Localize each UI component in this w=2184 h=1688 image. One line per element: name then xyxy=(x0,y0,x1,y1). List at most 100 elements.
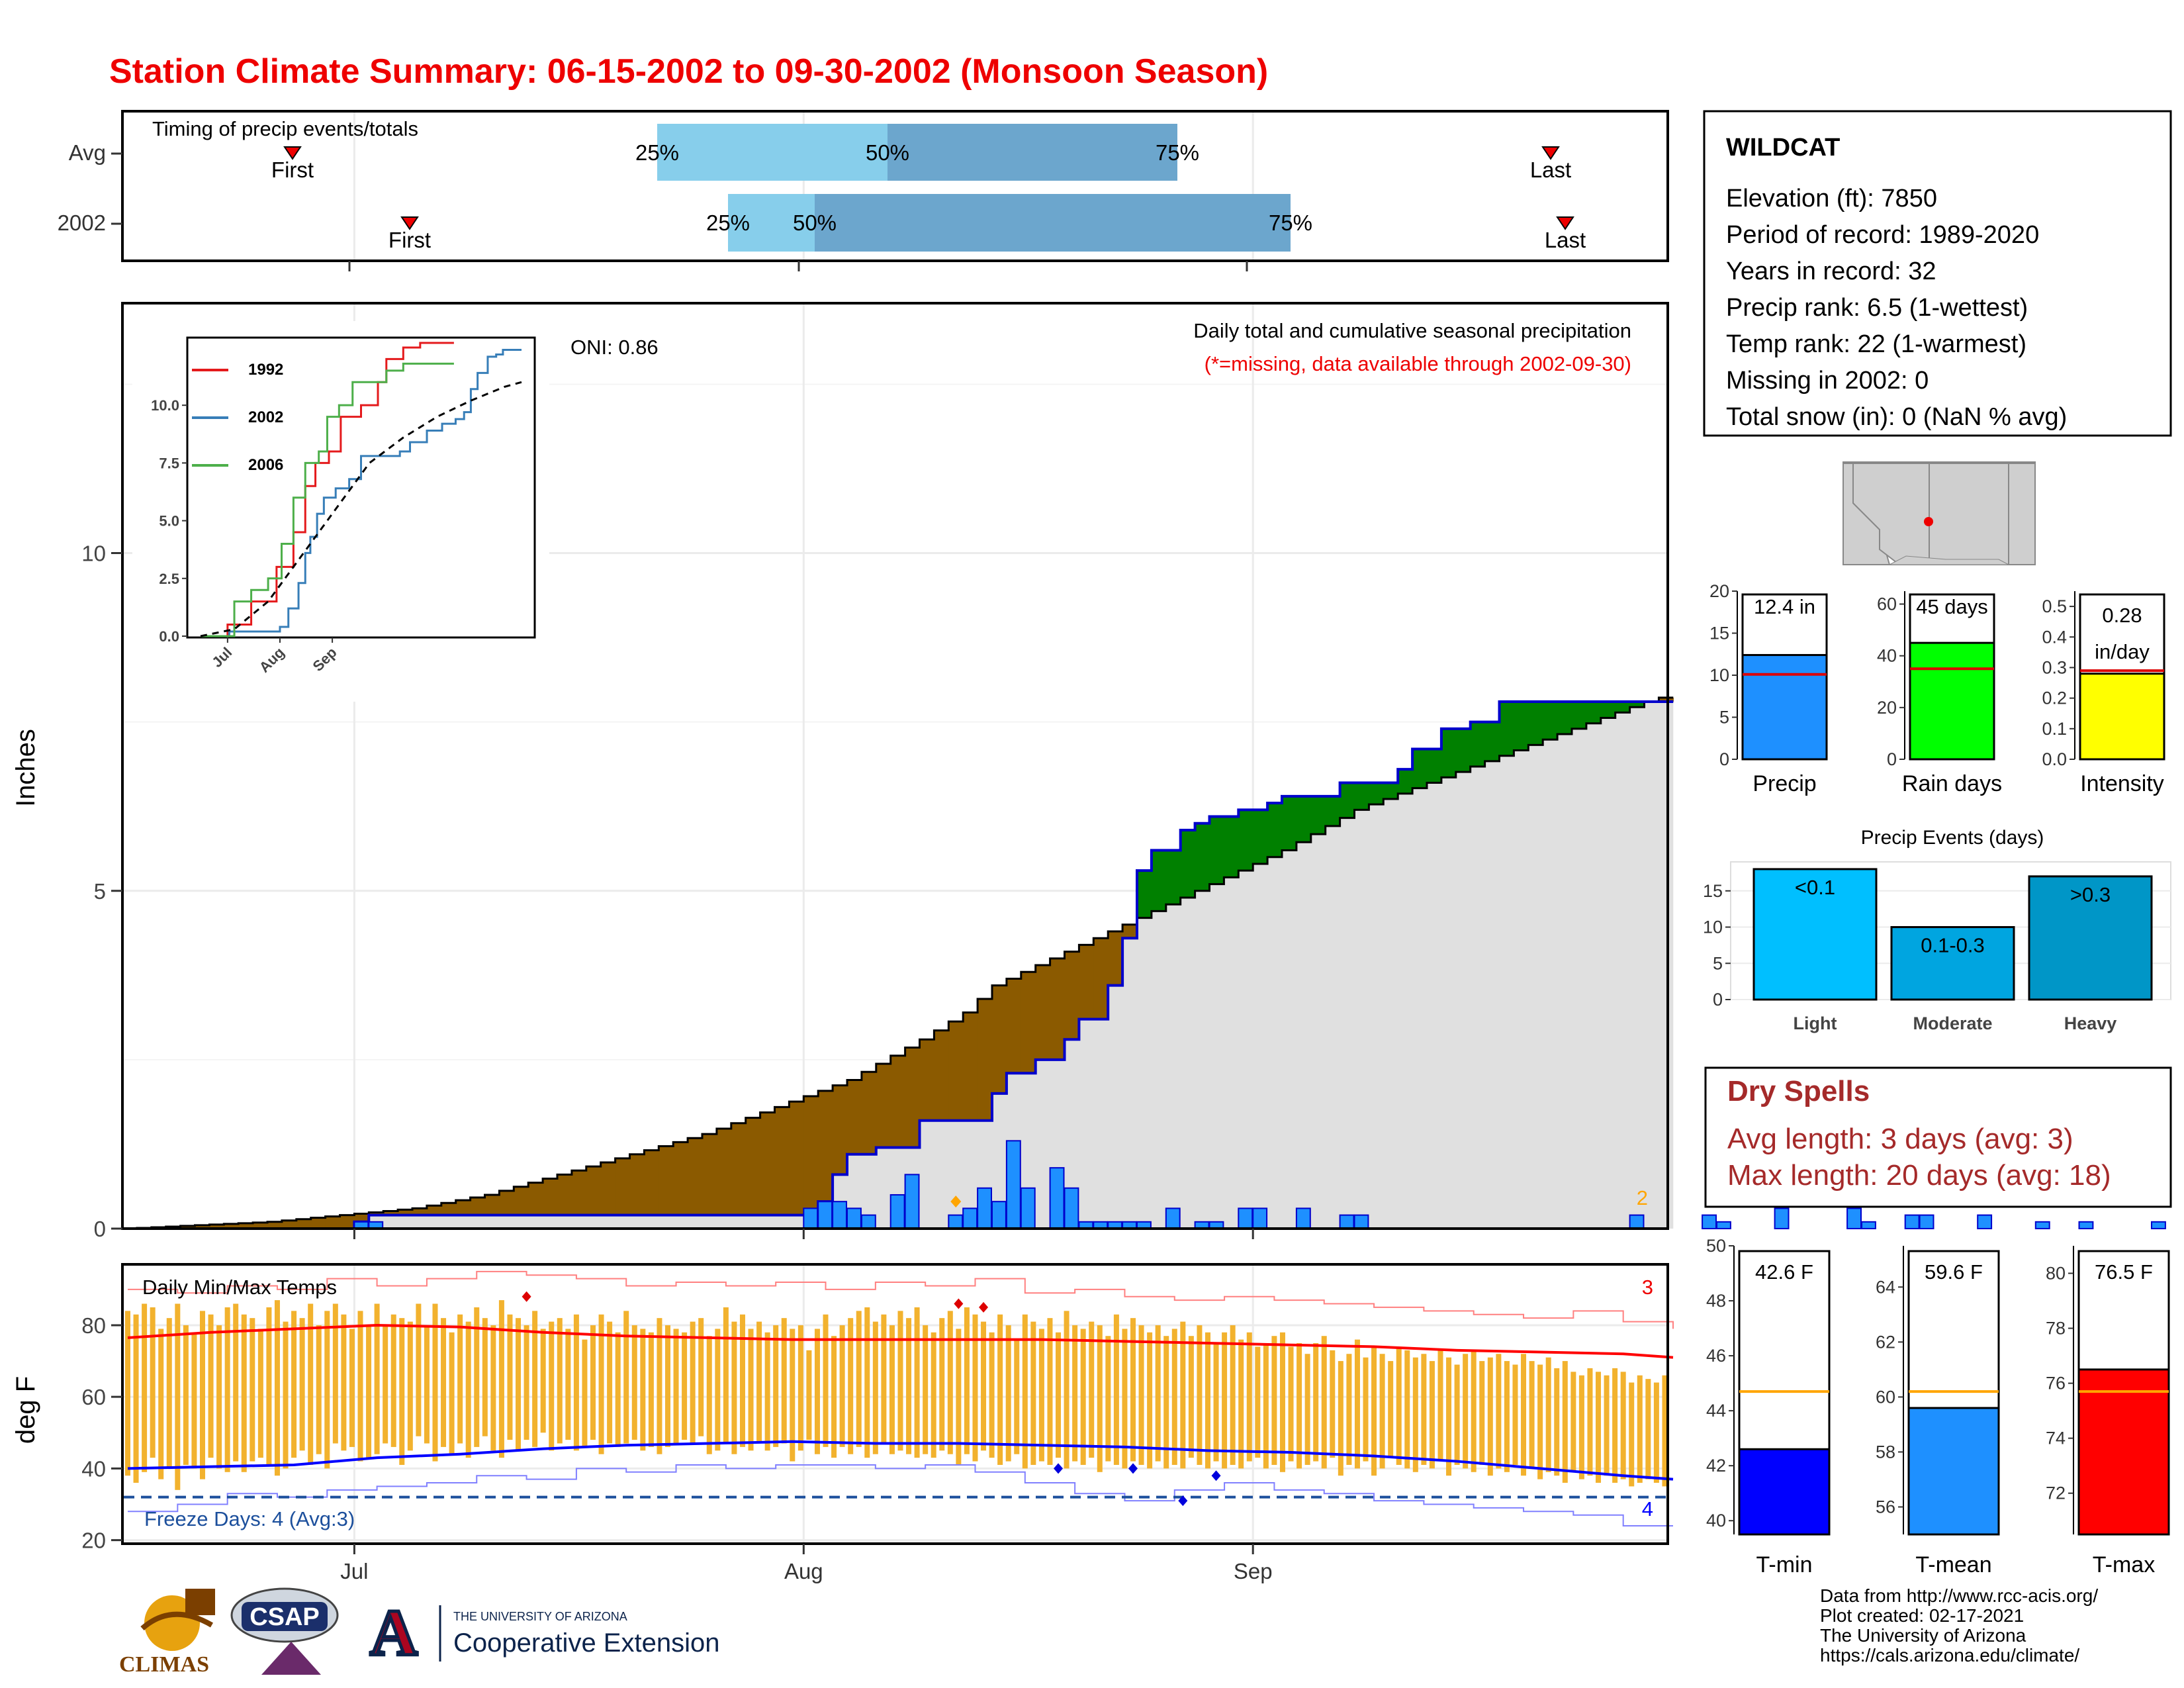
daily-precip-bar xyxy=(846,1207,862,1229)
footer-url: https://cals.arizona.edu/climate/ xyxy=(1820,1645,2079,1665)
csap-logo-mountain xyxy=(261,1642,321,1675)
daily-temp-range-bar xyxy=(291,1311,297,1458)
daily-temp-range-bar xyxy=(1379,1354,1385,1469)
csap-logo-banner xyxy=(242,1602,328,1631)
temps-panel-background xyxy=(122,1264,1668,1544)
timing-avg-bar-25-50 xyxy=(657,124,887,181)
precip-events-tick-label-0: 0 xyxy=(1713,990,1723,1009)
daily-temp-range-bar xyxy=(1105,1336,1111,1462)
precip-deficit-segment xyxy=(470,1197,486,1215)
daily-temp-range-bar xyxy=(1097,1325,1103,1472)
daily-temp-range-bar xyxy=(631,1325,637,1440)
daily-temp-range-bar xyxy=(1313,1343,1319,1462)
daily-temp-range-bar xyxy=(125,1311,130,1476)
daily-temp-range-bar xyxy=(1304,1354,1310,1465)
daily-precip-bar xyxy=(1977,1214,1993,1229)
inset-y-tick-label-1: 2.5 xyxy=(159,571,179,587)
month-axis-label-0: Jul xyxy=(340,1559,368,1583)
daily-temp-range-bar xyxy=(1255,1346,1261,1458)
precip-surplus-segment xyxy=(1195,823,1210,891)
temps-y-axis-label: deg F xyxy=(11,1376,40,1444)
temp-bar-tick-label-0-5: 50 xyxy=(1706,1236,1726,1256)
daily-temp-range-bar xyxy=(781,1318,787,1444)
timing-avg-first-marker xyxy=(283,146,302,160)
inset-y-tick-label-4: 10.0 xyxy=(151,397,179,414)
precip-deficit-segment xyxy=(716,1128,732,1215)
precip-deficit-segment xyxy=(586,1166,602,1215)
observed-cumulative-line xyxy=(122,700,1674,1230)
precip-deficit-segment xyxy=(876,1064,891,1148)
daily-temp-range-bar xyxy=(1122,1329,1128,1469)
timing-avg-first-label: First xyxy=(271,158,314,182)
daily-precip-bar xyxy=(860,1214,876,1229)
daily-temp-range-bar xyxy=(831,1336,837,1458)
daily-temp-range-bar xyxy=(216,1325,222,1469)
precip-deficit-segment xyxy=(340,1215,355,1229)
daily-precip-bar xyxy=(1919,1214,1934,1229)
precip-deficit-segment xyxy=(224,1223,239,1229)
daily-temp-range-bar xyxy=(1047,1318,1053,1465)
daily-temp-range-bar xyxy=(1554,1368,1560,1476)
precip-deficit-segment xyxy=(557,1174,572,1215)
daily-precip-bar xyxy=(1020,1187,1036,1229)
daily-temp-range-bar xyxy=(498,1300,504,1458)
daily-temp-range-bar xyxy=(1271,1336,1277,1465)
daily-temp-range-bar xyxy=(673,1329,679,1444)
mini-bar-tick-label-1-3: 60 xyxy=(1877,594,1897,614)
mini-bar-value-sublabel-2: in/day xyxy=(2095,640,2150,663)
daily-temp-range-bar xyxy=(698,1318,704,1436)
precip-deficit-segment xyxy=(760,1112,776,1215)
precip-surplus-segment xyxy=(1427,749,1442,783)
temp-bar-tick-label-0-0: 40 xyxy=(1706,1511,1726,1530)
daily-temp-range-bar xyxy=(1056,1332,1062,1458)
precip-events-bar-0 xyxy=(1752,868,1878,1001)
daily-temp-range-bar xyxy=(532,1311,538,1447)
daily-temp-range-bar xyxy=(1463,1354,1469,1469)
daily-precip-bar xyxy=(817,1201,833,1230)
precip-surplus-segment xyxy=(1296,796,1312,843)
station-info-box: WILDCAT Elevation (ft): 7850 Period of r… xyxy=(1703,110,2172,437)
daily-temp-range-bar xyxy=(549,1321,555,1451)
daily-precip-bar xyxy=(1165,1207,1181,1229)
record-low-marker xyxy=(1054,1463,1064,1474)
precip-deficit-segment xyxy=(325,1216,341,1229)
daily-temp-range-bar xyxy=(158,1329,164,1479)
daily-precip-bar xyxy=(1629,1214,1645,1229)
daily-temp-range-bar xyxy=(1346,1354,1352,1465)
precip-y-tick-label-0: 0 xyxy=(94,1217,106,1241)
precip-deficit-segment xyxy=(774,1107,790,1215)
daily-temp-range-bar xyxy=(474,1307,480,1447)
temp-bar-tick-label-1-0: 56 xyxy=(1876,1497,1895,1517)
daily-temp-range-bar xyxy=(623,1311,629,1444)
station-years: Years in record: 32 xyxy=(1726,258,1936,285)
precip-deficit-segment xyxy=(702,1134,717,1215)
daily-temp-range-bar xyxy=(989,1332,995,1458)
freeze-days-label: Freeze Days: 4 (Avg:3) xyxy=(144,1507,355,1530)
precip-missing-note: (*=missing, data available through 2002-… xyxy=(1205,352,1631,375)
daily-precip-bar xyxy=(1846,1207,1862,1229)
precip-surplus-segment xyxy=(1499,702,1514,756)
footer: CLIMAS CSAP A THE UNIVERSITY OF ARIZONA … xyxy=(119,1585,2098,1677)
precip-deficit-segment xyxy=(412,1208,428,1215)
daily-temp-range-bar xyxy=(1578,1375,1584,1479)
precip-surplus-segment xyxy=(1224,816,1239,878)
tmax-record-line xyxy=(128,1270,1674,1329)
precip-surplus-segment xyxy=(1267,803,1283,857)
precip-deficit-segment xyxy=(688,1138,703,1215)
temp-bar-tick-label-1-4: 64 xyxy=(1876,1277,1895,1297)
daily-temp-range-bar xyxy=(939,1318,945,1451)
precip-deficit-segment xyxy=(934,1030,949,1121)
daily-temp-range-bar xyxy=(1504,1361,1510,1472)
daily-temp-range-bar xyxy=(1637,1375,1643,1483)
mini-bar-tick-label-0-1: 5 xyxy=(1719,708,1729,727)
csap-logo: CSAP xyxy=(230,1587,339,1675)
daily-temp-range-bar xyxy=(1653,1382,1659,1483)
inset-series-line-0 xyxy=(201,342,454,637)
precip-surplus-segment xyxy=(1137,870,1152,918)
precip-event-marker xyxy=(950,1196,962,1208)
precip-surplus-segment xyxy=(1615,702,1631,713)
temps-y-tick-label-1: 40 xyxy=(81,1456,106,1481)
daily-temp-range-bar xyxy=(1487,1357,1493,1476)
daily-precip-bar xyxy=(1716,1221,1731,1230)
precip-deficit-segment xyxy=(659,1146,674,1215)
